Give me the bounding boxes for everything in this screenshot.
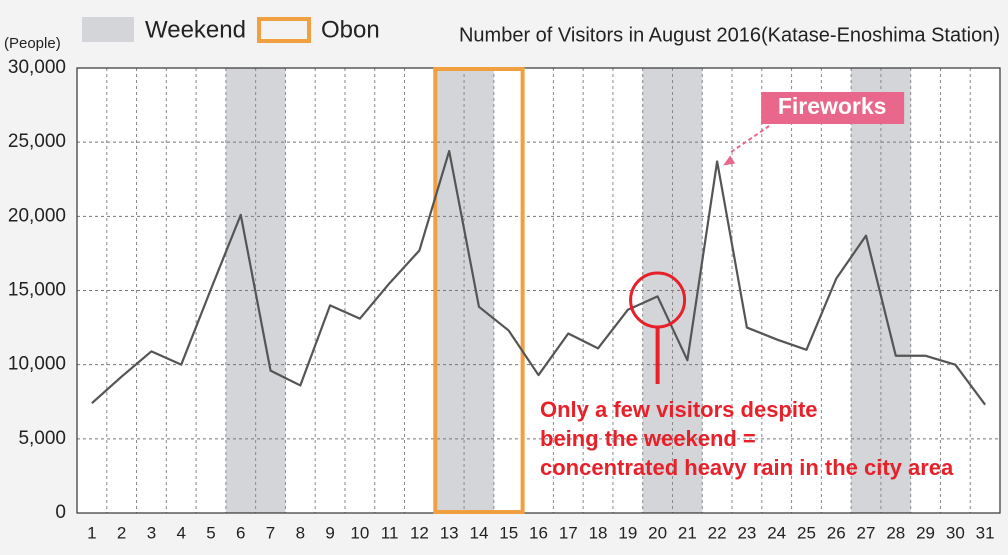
annotation-text: being the weekend = — [540, 426, 756, 451]
x-tick-label: 12 — [410, 523, 429, 542]
x-tick-label: 31 — [976, 523, 995, 542]
data-line — [91, 149, 986, 406]
chart-title: Number of Visitors in August 2016(Katase… — [459, 24, 1000, 46]
x-tick-label: 16 — [529, 523, 548, 542]
y-tick-label: 15,000 — [8, 280, 66, 301]
x-tick-label: 5 — [206, 523, 215, 542]
x-tick-label: 2 — [117, 523, 126, 542]
x-tick-label: 9 — [325, 523, 334, 542]
legend-swatch — [82, 17, 134, 42]
legend-label: Weekend — [145, 16, 246, 43]
x-tick-label: 22 — [708, 523, 727, 542]
y-axis-label: (People) — [4, 35, 61, 52]
x-tick-label: 1 — [87, 523, 96, 542]
annotation-box — [761, 92, 905, 124]
x-tick-label: 8 — [296, 523, 305, 542]
x-tick-label: 10 — [350, 523, 369, 542]
annotation-text: concentrated heavy rain in the city area — [540, 455, 954, 480]
x-tick-label: 21 — [678, 523, 697, 542]
x-tick-label: 17 — [559, 523, 578, 542]
x-tick-label: 18 — [589, 523, 608, 542]
x-tick-label: 19 — [618, 523, 637, 542]
x-tick-label: 25 — [797, 523, 816, 542]
x-tick-label: 20 — [648, 523, 667, 542]
y-tick-label: 30,000 — [8, 57, 66, 78]
y-tick-label: 10,000 — [8, 354, 66, 375]
x-tick-label: 14 — [469, 523, 488, 542]
y-tick-label: 20,000 — [8, 205, 66, 226]
x-tick-label: 23 — [737, 523, 756, 542]
x-tick-label: 26 — [827, 523, 846, 542]
x-tick-label: 4 — [176, 523, 185, 542]
legend-swatch — [257, 17, 311, 43]
annotation-text: Only a few visitors despite — [540, 397, 818, 422]
y-tick-label: 25,000 — [8, 131, 66, 152]
annotation-arrow — [730, 125, 770, 153]
plot-frame — [76, 67, 1001, 514]
legend-label: Obon — [321, 16, 380, 43]
obon-box — [433, 67, 525, 514]
annotation-text: Fireworks — [778, 93, 887, 119]
x-tick-label: 28 — [886, 523, 905, 542]
x-tick-label: 11 — [381, 523, 399, 542]
x-tick-label: 24 — [767, 523, 786, 542]
x-tick-label: 13 — [440, 523, 459, 542]
y-tick-label: 0 — [55, 502, 66, 523]
x-tick-label: 3 — [147, 523, 156, 542]
x-tick-label: 15 — [499, 523, 518, 542]
arrow-head — [723, 155, 736, 166]
x-tick-label: 29 — [916, 523, 935, 542]
x-tick-label: 7 — [266, 523, 275, 542]
x-tick-label: 6 — [236, 523, 245, 542]
x-tick-label: 30 — [946, 523, 965, 542]
y-tick-label: 5,000 — [18, 428, 66, 449]
x-tick-label: 27 — [857, 523, 876, 542]
